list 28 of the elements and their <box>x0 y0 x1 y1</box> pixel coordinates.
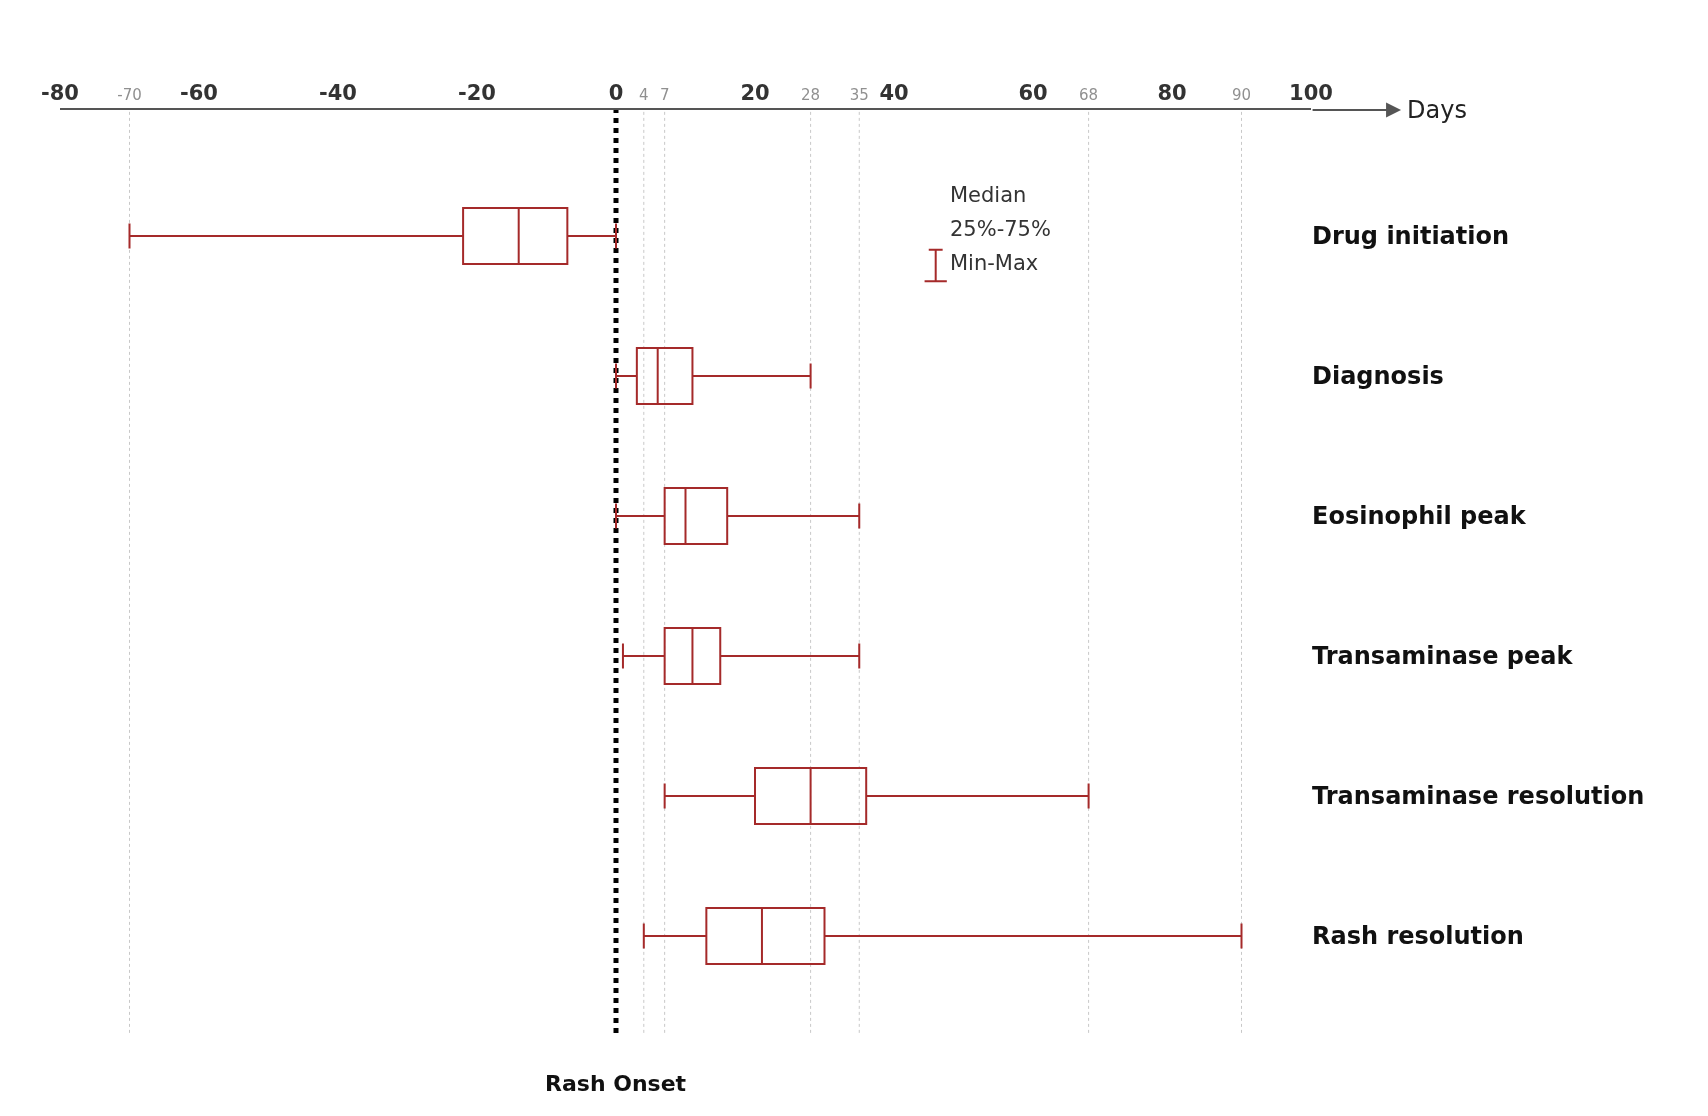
x-tick-label: -80 <box>41 80 79 105</box>
y-tick-label: Rash resolution <box>1312 922 1524 951</box>
x-axis-title: Days <box>1407 96 1467 124</box>
annotation: Median <box>950 183 1027 207</box>
x-tick-label: 20 <box>740 80 770 105</box>
x-tick-label: 35 <box>849 85 869 104</box>
x-tick-label: 4 <box>639 85 649 104</box>
x-tick-label: 100 <box>1289 80 1333 105</box>
x-tick-label: 0 <box>608 80 624 105</box>
x-tick-label: -20 <box>458 80 496 105</box>
x-tick-label: -70 <box>117 85 142 104</box>
x-tick-label: 40 <box>879 80 909 105</box>
x-tick-label: 7 <box>659 85 670 104</box>
y-tick-label: Eosinophil peak <box>1312 502 1527 531</box>
x-tick-label: 80 <box>1157 80 1187 105</box>
x-tick-label: 90 <box>1231 85 1252 104</box>
y-tick-label: Transaminase peak <box>1312 642 1574 671</box>
y-tick-label: Transaminase resolution <box>1312 782 1645 811</box>
y-tick-label: Drug initiation <box>1312 222 1510 251</box>
x-tick-label: 68 <box>1079 85 1099 104</box>
annotation: Min-Max <box>950 251 1039 275</box>
annotation: 25%-75% <box>950 217 1051 241</box>
x-tick-label: -60 <box>180 80 218 105</box>
x-tick-label: 60 <box>1018 80 1048 105</box>
x-tick-label: 28 <box>801 85 821 104</box>
y-tick-label: Diagnosis <box>1312 362 1444 391</box>
ref-line-label: Rash Onset <box>545 1071 687 1096</box>
x-tick-label: -40 <box>319 80 357 105</box>
